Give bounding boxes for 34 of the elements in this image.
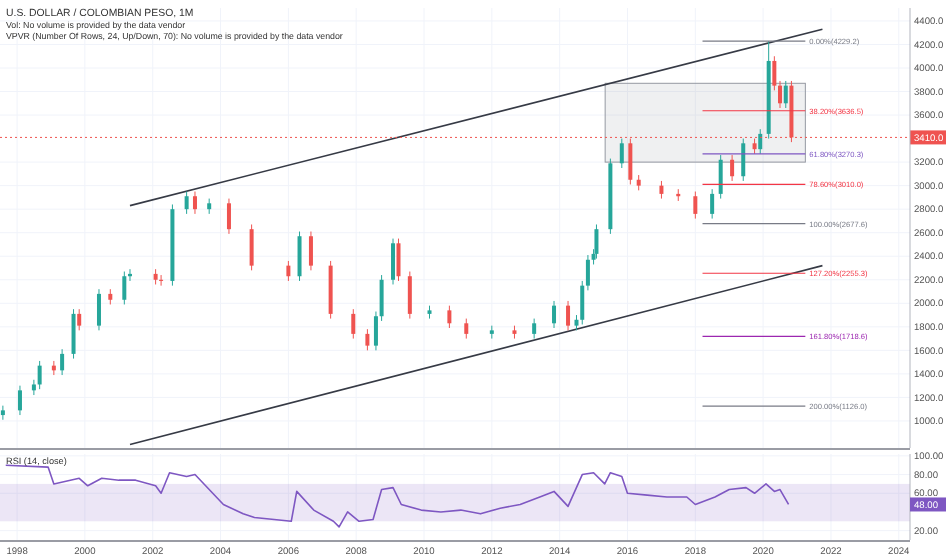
candlestick [226,198,231,235]
candlestick [96,288,101,331]
candlestick [351,308,356,340]
candlestick [249,223,254,271]
candlestick [718,154,723,200]
candlestick [783,80,788,109]
candlestick [396,238,401,282]
candlestick [407,271,412,320]
candlestick [710,188,715,220]
candlestick [566,300,571,331]
candlestick [60,348,65,376]
candlestick [730,154,735,182]
candlestick [693,191,698,220]
line-series [4,464,790,528]
candlestick [17,385,22,416]
candlestick [619,138,624,169]
candlestick [391,238,396,285]
candlestick [37,360,42,390]
candlestick [741,138,746,182]
candlestick [286,260,291,282]
candlestick [447,305,452,329]
candlestick [192,191,197,215]
candlestick [552,300,557,329]
candlestick [532,318,537,340]
candlestick [77,308,82,331]
candlestick [71,308,76,360]
candlestick [308,231,313,271]
candlestick [0,405,5,421]
candlestick [122,271,127,305]
candlestick [758,128,763,155]
candlestick [365,328,370,351]
candlestick [184,191,189,215]
candlestick [297,231,302,282]
candlestick [464,318,469,340]
